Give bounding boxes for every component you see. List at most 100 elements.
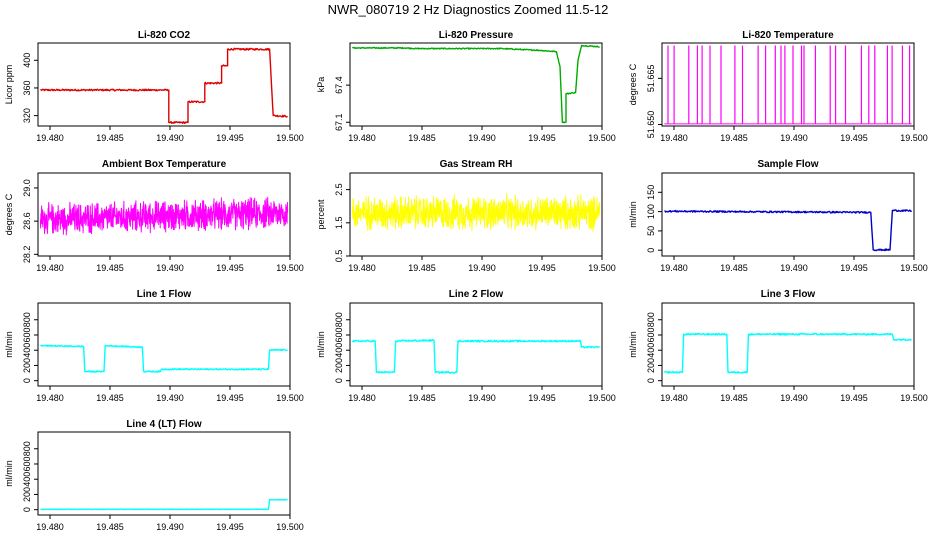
y-tick-label: 800 bbox=[22, 441, 32, 456]
y-tick-label: 0 bbox=[334, 378, 344, 383]
series-line bbox=[351, 44, 600, 124]
main-title: NWR_080719 2 Hz Diagnostics Zoomed 11.5-… bbox=[327, 2, 609, 17]
y-tick-label: 0.5 bbox=[334, 250, 344, 263]
x-tick-label: 19.480 bbox=[348, 263, 376, 273]
y-tick-label: 400 bbox=[22, 343, 32, 358]
x-tick-label: 19.485 bbox=[408, 133, 436, 143]
y-tick-label: 360 bbox=[22, 80, 32, 95]
y-tick-label: 200 bbox=[22, 487, 32, 502]
y-axis-label: ml/min bbox=[4, 331, 14, 358]
y-tick-label: 200 bbox=[646, 358, 656, 373]
x-tick-label: 19.490 bbox=[468, 393, 496, 403]
series-line bbox=[664, 209, 913, 252]
y-tick-label: 150 bbox=[646, 185, 656, 200]
x-tick-label: 19.490 bbox=[780, 133, 808, 143]
y-tick-label: 200 bbox=[334, 358, 344, 373]
x-tick-label: 19.480 bbox=[36, 263, 64, 273]
y-tick-label: 800 bbox=[22, 312, 32, 327]
y-tick-label: 50 bbox=[646, 226, 656, 236]
plot-frame bbox=[349, 172, 603, 257]
x-tick-label: 19.480 bbox=[36, 133, 64, 143]
y-tick-label: 29.0 bbox=[22, 179, 32, 197]
y-tick-label: 600 bbox=[646, 327, 656, 342]
plot-frame bbox=[37, 302, 291, 387]
x-tick-label: 19.490 bbox=[468, 133, 496, 143]
y-axis-label: degrees C bbox=[4, 193, 14, 235]
x-tick-label: 19.485 bbox=[96, 393, 124, 403]
x-tick-label: 19.500 bbox=[276, 263, 304, 273]
series-line bbox=[663, 332, 912, 374]
series-spikes bbox=[667, 45, 911, 124]
x-tick-label: 19.495 bbox=[216, 133, 244, 143]
x-tick-label: 19.485 bbox=[720, 393, 748, 403]
y-tick-label: 100 bbox=[646, 204, 656, 219]
x-tick-label: 19.490 bbox=[156, 522, 184, 532]
y-tick-label: 400 bbox=[646, 343, 656, 358]
plot-frame bbox=[37, 431, 291, 516]
x-tick-label: 19.485 bbox=[96, 133, 124, 143]
y-tick-label: 28.6 bbox=[22, 212, 32, 230]
panel-title: Line 2 Flow bbox=[449, 289, 504, 300]
x-tick-label: 19.500 bbox=[588, 133, 616, 143]
panel-temperature: Li-820 Temperature degrees C 19.480 19.485 1… bbox=[628, 30, 928, 143]
plot-frame bbox=[661, 172, 915, 257]
x-tick-label: 19.500 bbox=[900, 133, 928, 143]
y-tick-label: 67.1 bbox=[334, 114, 344, 132]
plot-frame bbox=[661, 42, 915, 127]
y-tick-label: 0 bbox=[22, 507, 32, 512]
y-tick-label: 800 bbox=[334, 312, 344, 327]
x-tick-label: 19.480 bbox=[348, 393, 376, 403]
x-tick-label: 19.495 bbox=[840, 133, 868, 143]
plot-frame bbox=[37, 172, 291, 257]
y-axis-label: kPa bbox=[316, 77, 326, 93]
x-tick-label: 19.500 bbox=[900, 393, 928, 403]
x-tick-label: 19.480 bbox=[660, 133, 688, 143]
y-tick-label: 400 bbox=[334, 343, 344, 358]
panel-title: Li-820 CO2 bbox=[138, 30, 191, 41]
x-tick-label: 19.500 bbox=[588, 263, 616, 273]
x-tick-label: 19.490 bbox=[156, 393, 184, 403]
x-tick-label: 19.485 bbox=[720, 133, 748, 143]
y-axis-label: ml/min bbox=[628, 331, 638, 358]
x-tick-label: 19.490 bbox=[156, 133, 184, 143]
panel-title: Line 1 Flow bbox=[137, 289, 192, 300]
series-line bbox=[39, 196, 289, 236]
plot-frame bbox=[661, 302, 915, 387]
x-tick-label: 19.495 bbox=[216, 263, 244, 273]
x-tick-label: 19.480 bbox=[36, 393, 64, 403]
panel-title: Li-820 Pressure bbox=[439, 30, 514, 41]
y-tick-label: 600 bbox=[22, 327, 32, 342]
y-tick-label: 800 bbox=[646, 312, 656, 327]
y-tick-label: 400 bbox=[22, 53, 32, 68]
x-tick-label: 19.480 bbox=[348, 133, 376, 143]
y-tick-label: 0 bbox=[646, 378, 656, 383]
panel-ambient: Ambient Box Temperature degrees C 19.480 19… bbox=[4, 159, 304, 273]
x-tick-label: 19.490 bbox=[468, 263, 496, 273]
panel-title: Li-820 Temperature bbox=[742, 30, 834, 41]
panel-title: Sample Flow bbox=[757, 159, 818, 170]
x-tick-label: 19.485 bbox=[720, 263, 748, 273]
x-tick-label: 19.480 bbox=[660, 263, 688, 273]
y-axis-label: Licor ppm bbox=[4, 65, 14, 105]
y-tick-label: 28.2 bbox=[22, 246, 32, 264]
series-line bbox=[40, 47, 288, 124]
y-tick-label: 51.650 bbox=[646, 111, 656, 139]
x-tick-label: 19.500 bbox=[588, 393, 616, 403]
panel-title: Ambient Box Temperature bbox=[102, 159, 227, 170]
x-tick-label: 19.495 bbox=[840, 393, 868, 403]
y-axis-label: degrees C bbox=[628, 63, 638, 105]
x-tick-label: 19.485 bbox=[408, 263, 436, 273]
plot-frame bbox=[37, 42, 291, 127]
series-line bbox=[40, 344, 288, 373]
panel-sample: Sample Flow ml/min 19.480 19.485 19.490 19.49… bbox=[628, 159, 928, 273]
series-line bbox=[40, 498, 288, 511]
panel-line3: Line 3 Flow ml/min 19.480 19.485 19.490 19.49… bbox=[628, 289, 928, 403]
x-tick-label: 19.495 bbox=[528, 393, 556, 403]
panel-line4: Line 4 (LT) Flow ml/min 19.480 19.485 19.490… bbox=[4, 419, 304, 532]
panel-line2: Line 2 Flow ml/min 19.480 19.485 19.490 19.49… bbox=[316, 289, 616, 403]
x-tick-label: 19.495 bbox=[528, 133, 556, 143]
plot-frame bbox=[349, 302, 603, 387]
y-tick-label: 67.4 bbox=[334, 76, 344, 94]
